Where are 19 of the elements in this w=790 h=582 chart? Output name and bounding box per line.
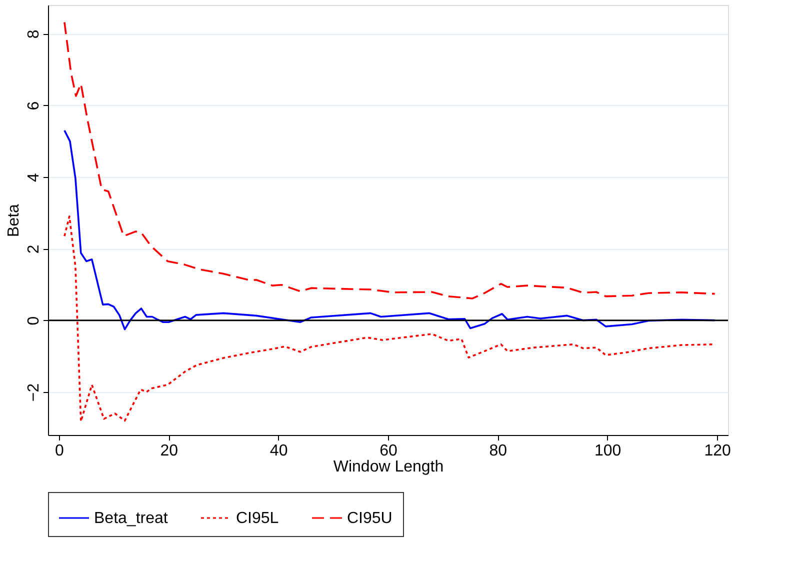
y-tick-label: 6 xyxy=(26,101,42,110)
y-tick-label: −2 xyxy=(26,383,42,402)
legend-label: CI95U xyxy=(347,510,392,527)
y-tick-label: 2 xyxy=(26,244,42,254)
x-tick-label: 120 xyxy=(704,442,731,460)
legend-label: Beta_treat xyxy=(94,510,168,527)
x-tick-label: 0 xyxy=(55,442,64,460)
x-tick-label: 20 xyxy=(160,442,178,460)
x-axis-title: Window Length xyxy=(333,458,444,476)
x-tick-label: 100 xyxy=(594,442,622,460)
x-tick-label: 80 xyxy=(489,442,508,460)
legend-label: CI95L xyxy=(236,510,279,527)
x-tick-label: 40 xyxy=(270,442,288,460)
y-tick-label: 0 xyxy=(26,316,42,326)
y-tick-label: 8 xyxy=(26,30,42,39)
x-tick-label: 60 xyxy=(380,442,398,460)
line-series xyxy=(64,21,716,300)
y-axis-title: Beta xyxy=(6,204,22,237)
y-tick-label: 4 xyxy=(26,172,42,182)
